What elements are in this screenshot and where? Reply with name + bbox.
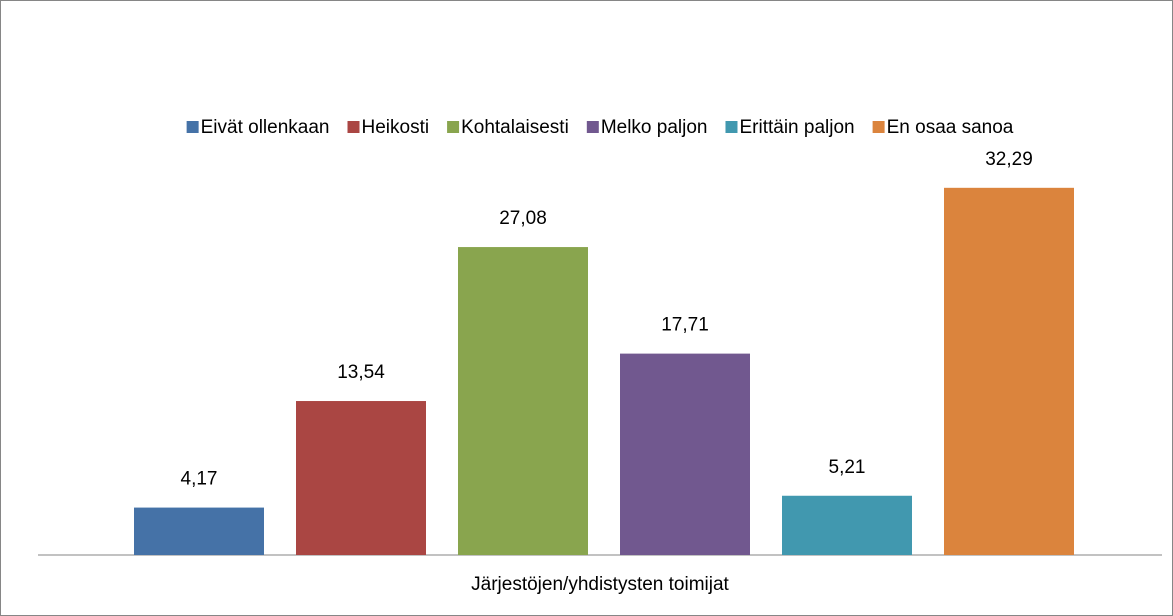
data-label: 32,29 [985, 149, 1033, 170]
data-label: 13,54 [337, 362, 385, 383]
legend-label: Heikosti [362, 117, 430, 138]
legend-swatch [872, 121, 885, 133]
legend-label: En osaa sanoa [887, 117, 1014, 138]
bar [944, 187, 1074, 555]
legend-swatch [725, 121, 738, 133]
bar [458, 247, 588, 556]
bar [620, 353, 750, 555]
bar [782, 495, 912, 555]
legend-swatch [186, 121, 199, 133]
legend-swatch [347, 121, 360, 133]
bar [134, 507, 264, 555]
legend-label: Erittäin paljon [739, 117, 854, 138]
data-label: 27,08 [499, 208, 547, 229]
data-label: 17,71 [661, 315, 709, 336]
x-tick-label: Järjestöjen/yhdistysten toimijat [471, 574, 729, 595]
data-label: 5,21 [829, 457, 866, 478]
data-label: 4,17 [181, 469, 218, 490]
legend-label: Melko paljon [601, 117, 708, 138]
legend-swatch [586, 121, 599, 133]
legend-label: Eivät ollenkaan [201, 117, 330, 138]
legend-swatch [447, 121, 460, 133]
bar [296, 401, 426, 555]
legend-label: Kohtalaisesti [461, 117, 569, 138]
